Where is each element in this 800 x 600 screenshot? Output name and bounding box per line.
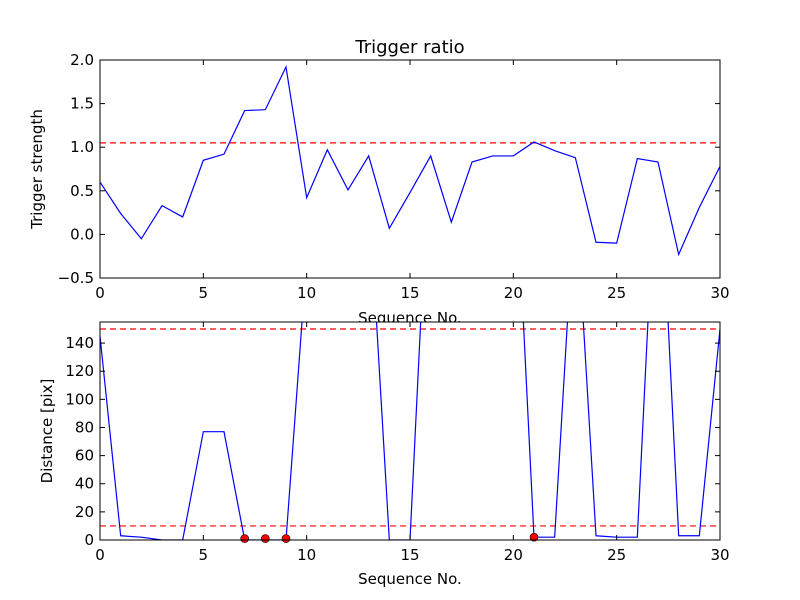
- top-chart-title: Trigger ratio: [354, 37, 464, 58]
- bottom-x-tick-label: 20: [504, 546, 523, 564]
- bottom-marker-point: [529, 532, 539, 542]
- bottom-marker-point: [240, 534, 249, 543]
- top-series: [100, 64, 720, 257]
- top-y-tick-label: 0.5: [70, 182, 94, 200]
- top-subplot: 0 5 10 15 20 25 30 2.0 1.5 1.0 0.5 0.0 −0.5 Trigger…: [28, 37, 730, 327]
- top-x-ticks: 0 5 10 15 20 25 30: [95, 60, 730, 302]
- top-x-tick-label: 30: [710, 284, 729, 302]
- top-y-axis-label: Trigger strength: [28, 109, 46, 230]
- bottom-y-axis-label: Distance [pix]: [38, 379, 56, 484]
- bottom-subplot: 0 5 10 15 20 25 30 140 120 100 80 60 40 20 0 Distance…: [38, 321, 730, 588]
- bottom-y-tick-label: 100: [65, 390, 94, 408]
- top-x-tick-label: 5: [199, 284, 209, 302]
- bottom-x-tick-label: 25: [607, 546, 626, 564]
- top-x-tick-label: 0: [95, 284, 105, 302]
- bottom-threshold-lines: [100, 328, 720, 527]
- bottom-y-tick-label: 20: [75, 503, 94, 521]
- top-x-tick-label: 20: [504, 284, 523, 302]
- bottom-plot-area: [100, 322, 720, 540]
- top-x-tick-label: 25: [607, 284, 626, 302]
- top-series-line-0: [100, 64, 720, 257]
- top-y-tick-label: 1.0: [70, 138, 94, 156]
- bottom-marker-point: [281, 534, 291, 543]
- bottom-x-axis-label: Sequence No.: [358, 570, 462, 588]
- bottom-x-tick-label: 10: [297, 546, 316, 564]
- bottom-y-tick-label: 40: [75, 475, 94, 493]
- top-y-tick-label: 1.5: [70, 95, 94, 113]
- bottom-y-tick-label: 120: [65, 362, 94, 380]
- bottom-y-ticks: 140 120 100 80 60 40 20 0: [65, 334, 720, 549]
- bottom-y-tick-label: 140: [65, 334, 94, 352]
- bottom-markers: [240, 532, 539, 543]
- top-y-tick-label: 0.0: [70, 225, 94, 243]
- top-y-tick-label: 2.0: [70, 51, 94, 69]
- bottom-x-tick-label: 0: [95, 546, 105, 564]
- top-y-ticks: 2.0 1.5 1.0 0.5 0.0 −0.5: [58, 51, 720, 287]
- bottom-x-ticks: 0 5 10 15 20 25 30: [95, 322, 730, 564]
- top-x-tick-label: 15: [400, 284, 419, 302]
- bottom-marker-point: [261, 534, 270, 543]
- top-x-tick-label: 10: [297, 284, 316, 302]
- bottom-y-tick-label: 60: [75, 447, 94, 465]
- bottom-y-tick-label: 0: [84, 531, 94, 549]
- top-y-tick-label: −0.5: [58, 269, 94, 287]
- bottom-x-tick-label: 30: [710, 546, 729, 564]
- bottom-x-tick-label: 5: [199, 546, 209, 564]
- top-plot-area: [100, 60, 720, 278]
- bottom-y-tick-label: 80: [75, 418, 94, 436]
- bottom-x-tick-label: 15: [400, 546, 419, 564]
